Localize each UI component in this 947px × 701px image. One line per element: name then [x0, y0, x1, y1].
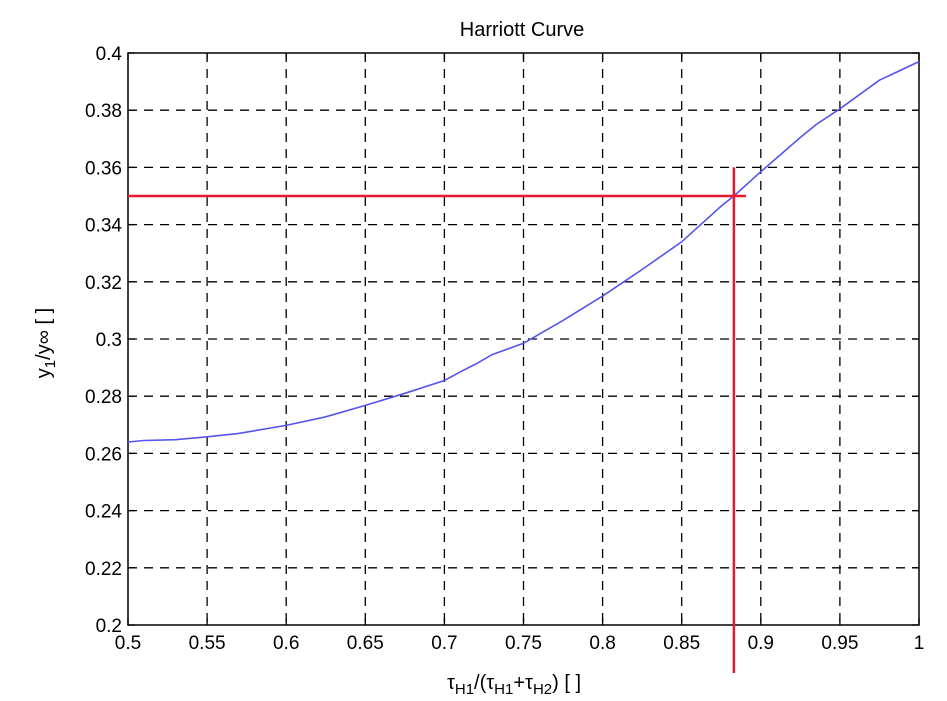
y-tick-label: 0.38 — [85, 101, 122, 122]
x-tick-label: 0.95 — [821, 633, 858, 654]
x-tick-label: 0.65 — [347, 633, 384, 654]
chart-title: Harriott Curve — [460, 19, 584, 41]
series-line — [127, 60, 920, 443]
x-tick-label: 0.85 — [663, 633, 700, 654]
x-tick-label: 1 — [914, 633, 925, 654]
x-tick-label: 0.8 — [589, 633, 615, 654]
x-tick-labels: 0.5 0.55 0.6 0.65 0.7 0.75 0.8 0.85 0.9 0.95 1 — [115, 633, 925, 654]
x-axis-label: τH1/(τH1+τH2) [ ] — [447, 672, 581, 698]
x-tick-label: 0.55 — [189, 633, 226, 654]
y-tick-label: 0.26 — [85, 444, 122, 465]
y-tick-label: 0.22 — [85, 559, 122, 580]
y-tick-label: 0.2 — [96, 616, 122, 637]
y-tick-label: 0.3 — [96, 330, 122, 351]
y-tick-label: 0.24 — [85, 502, 122, 523]
x-tick-label: 0.6 — [273, 633, 299, 654]
axis-ticks — [127, 52, 920, 626]
y-tick-labels: 0.2 0.22 0.24 0.26 0.28 0.3 0.32 0.34 0.36 0.38 0.… — [85, 44, 122, 637]
y-tick-label: 0.34 — [85, 216, 122, 237]
x-tick-label: 0.9 — [748, 633, 774, 654]
x-tick-label: 0.75 — [505, 633, 542, 654]
y-axis-label: y1/y∞ [ ] — [33, 308, 59, 378]
x-tick-label: 0.7 — [431, 633, 457, 654]
y-tick-label: 0.4 — [96, 44, 123, 65]
y-tick-label: 0.32 — [85, 273, 122, 294]
x-tick-label: 0.5 — [115, 633, 141, 654]
y-tick-label: 0.36 — [85, 158, 122, 179]
grid-lines — [128, 53, 919, 625]
y-tick-label: 0.28 — [85, 387, 122, 408]
